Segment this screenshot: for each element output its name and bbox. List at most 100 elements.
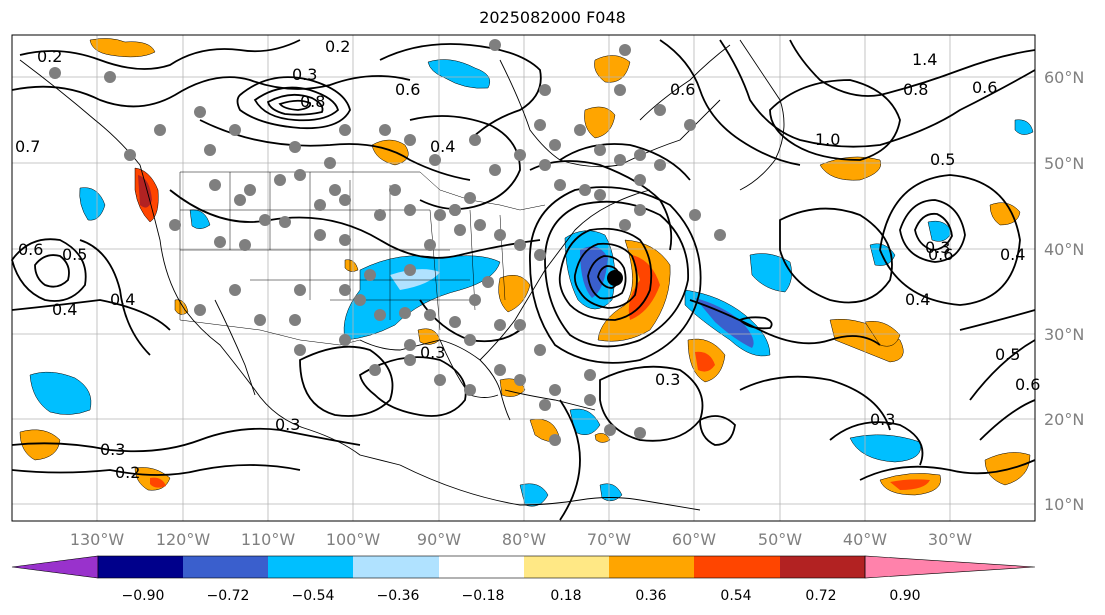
station-dot [454,224,466,236]
station-dot [539,84,551,96]
station-dot [619,44,631,56]
lat-label: 10°N [1044,495,1084,514]
station-dot [314,199,326,211]
lon-label: 90°W [417,530,461,549]
station-dot [294,284,306,296]
station-dot [514,149,526,161]
lon-label: 30°W [928,530,972,549]
colorbar-segment [353,556,439,578]
colorbar-tick-labels: −0.90 −0.72 −0.54 −0.36 −0.18 0.18 0.36 … [122,588,921,604]
station-dot [339,334,351,346]
station-dot [594,144,606,156]
station-dot [194,304,206,316]
station-dot [514,319,526,331]
station-dot [579,184,591,196]
station-dot [594,189,606,201]
lon-label: 40°W [843,530,887,549]
station-dot [214,236,226,248]
station-dot [584,369,596,381]
contour-label: 0.6 [972,78,997,97]
station-dot [374,309,386,321]
station-dot [539,159,551,171]
station-dot [634,204,646,216]
station-dot [584,394,596,406]
station-dot [424,239,436,251]
station-dot [259,214,271,226]
colorbar-segment [268,556,353,578]
contour-label: 0.6 [670,80,695,99]
colorbar-tick: 0.18 [550,588,581,604]
colorbar-tick: 0.72 [805,588,836,604]
station-dot [654,104,666,116]
colorbar-segment [98,556,183,578]
station-dot [404,339,416,351]
station-dot [469,134,481,146]
contour-label: 1.4 [912,50,937,69]
station-dot [494,364,506,376]
station-dot [239,239,251,251]
station-dot [434,374,446,386]
station-dot [494,229,506,241]
station-dot [229,284,241,296]
lon-label: 60°W [672,530,716,549]
station-dot [449,204,461,216]
contour-label: 0.4 [52,300,77,319]
colorbar-extend-max [864,555,1036,579]
contour-label: 0.6 [1015,375,1040,394]
station-dot [104,71,116,83]
station-dot [464,384,476,396]
lon-label: 110°W [241,530,296,549]
contour-label: 0.8 [300,92,325,111]
station-dot [464,334,476,346]
contour-label: 0.6 [395,80,420,99]
station-dot [369,364,381,376]
station-dot [49,67,61,79]
colorbar: −0.90 −0.72 −0.54 −0.36 −0.18 0.18 0.36 … [11,555,1036,604]
station-dot [194,106,206,118]
colorbar-outline [97,555,866,579]
station-dot [489,39,501,51]
station-dot [689,209,701,221]
lat-label: 20°N [1044,410,1084,429]
contour-label: 0.4 [905,290,930,309]
station-dot [354,294,366,306]
station-dot [339,194,351,206]
station-dot [424,309,436,321]
station-dot [474,219,486,231]
contour-label: 0.2 [115,463,140,482]
station-dot [654,159,666,171]
contour-lines [11,39,1036,521]
colorbar-segment [609,556,694,578]
map-frame [11,34,1036,522]
station-dot [294,344,306,356]
contour-label: 0.5 [930,150,955,169]
station-dot [294,169,306,181]
lon-label: 120°W [156,530,211,549]
contour-label: 0.3 [100,440,125,459]
contour-label: 0.5 [62,245,87,264]
station-dot [634,427,646,439]
contour-label: 0.4 [110,290,135,309]
station-dot [254,314,266,326]
colorbar-tick: −0.36 [377,588,420,604]
station-dot [209,179,221,191]
colorbar-segment [183,556,268,578]
station-markers [49,39,726,446]
station-dot [614,154,626,166]
lon-label: 80°W [502,530,546,549]
lat-label: 30°N [1044,325,1084,344]
station-dot [279,216,291,228]
contour-label: 0.2 [325,37,350,56]
lon-label: 100°W [326,530,381,549]
station-dot [339,124,351,136]
station-dot [634,149,646,161]
station-dot [494,319,506,331]
station-dot [124,149,136,161]
colorbar-tick: −0.18 [462,588,505,604]
shaded-field [19,38,1034,507]
station-dot [234,194,246,206]
station-dot [289,141,301,153]
station-dot [489,164,501,176]
colorbar-segment [524,556,609,578]
